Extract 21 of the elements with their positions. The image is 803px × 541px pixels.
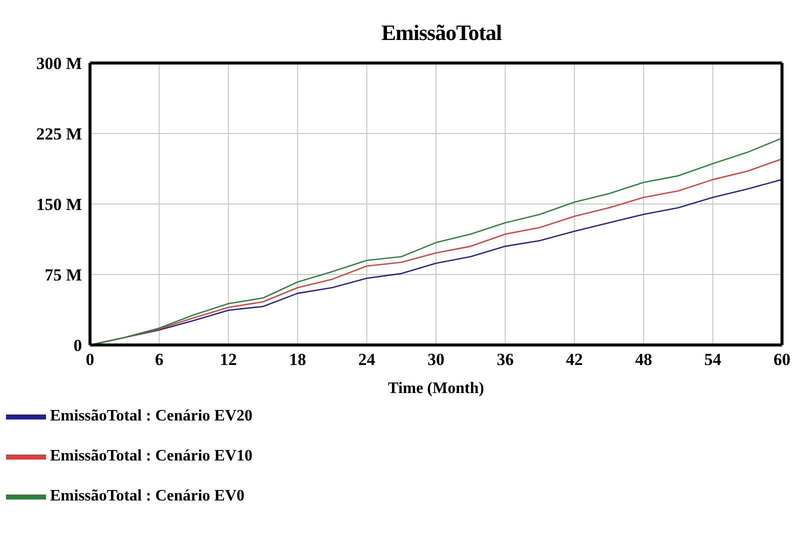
x-tick-label: 36 xyxy=(496,350,514,370)
x-axis-title: Time (Month) xyxy=(388,380,484,397)
legend-label: EmissãoTotal : Cenário EV0 xyxy=(50,488,245,505)
y-tick-label: 0 xyxy=(74,336,82,356)
y-tick-label: 75 M xyxy=(44,266,82,285)
x-tick-label: 48 xyxy=(635,350,652,370)
x-tick-label: 0 xyxy=(86,350,94,370)
x-tick-label: 60 xyxy=(774,350,790,370)
y-tick-label: 300 M xyxy=(36,54,82,74)
y-tick-label: 150 M xyxy=(36,195,82,214)
x-tick-label: 24 xyxy=(358,350,376,370)
legend-label: EmissãoTotal : Cenário EV20 xyxy=(50,408,253,425)
x-tick-label: 54 xyxy=(704,350,722,370)
x-tick-label: 42 xyxy=(566,350,583,370)
legend-label: EmissãoTotal : Cenário EV10 xyxy=(50,448,253,465)
chart-title: EmissãoTotal xyxy=(380,19,503,47)
x-tick-label: 30 xyxy=(428,350,444,370)
x-tick-label: 6 xyxy=(154,350,164,370)
x-tick-label: 12 xyxy=(220,350,237,370)
y-tick-label: 225 M xyxy=(36,124,82,144)
x-tick-label: 18 xyxy=(289,350,306,370)
